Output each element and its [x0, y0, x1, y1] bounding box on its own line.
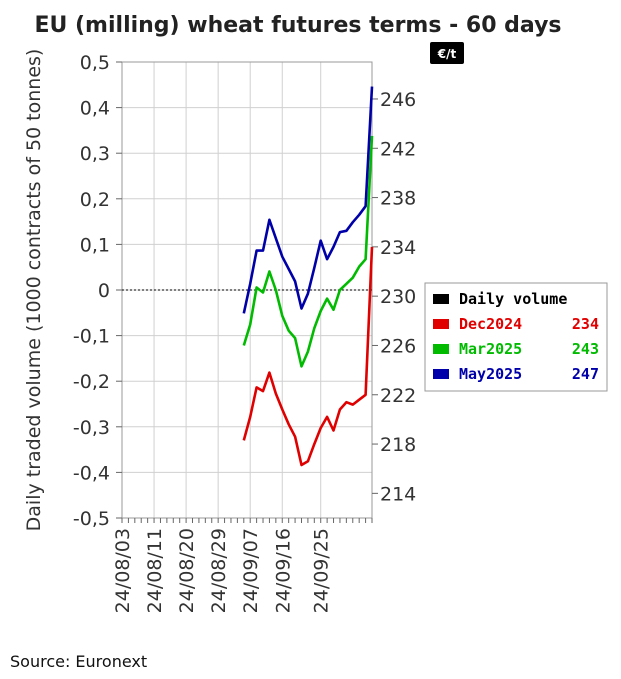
x-tick-label: 24/08/29 — [208, 528, 230, 613]
x-tick-label: 24/09/16 — [272, 528, 294, 613]
y-axis-title: Daily traded volume (1000 contracts of 5… — [23, 49, 45, 532]
legend: Daily volume Dec2024 234 Mar2025 243 May2025 2… — [424, 282, 608, 392]
series-line-mar2025 — [242, 135, 374, 368]
y2-tick-label: 234 — [380, 237, 416, 259]
y-tick-label: 0,4 — [80, 98, 110, 120]
x-tick-label: 24/08/11 — [144, 528, 166, 613]
legend-box — [424, 282, 608, 392]
unit-badge: €/t — [430, 42, 464, 64]
legend-value: 243 — [572, 340, 599, 358]
y-tick-label: 0,2 — [80, 189, 110, 211]
y2-tick-label: 242 — [380, 138, 416, 160]
y-tick-label: -0,5 — [73, 508, 110, 530]
series-line-dec2024 — [242, 246, 374, 467]
x-tick-label: 24/09/07 — [240, 528, 262, 613]
y2-tick-label: 230 — [380, 286, 416, 308]
legend-value: 234 — [572, 315, 599, 333]
y-tick-label: 0 — [98, 280, 110, 302]
x-tick-label: 24/08/03 — [112, 528, 134, 613]
y2-tick-label: 238 — [380, 188, 416, 210]
legend-label: Dec2024 — [459, 315, 522, 333]
legend-swatch — [433, 369, 449, 379]
plot-area: 0,5 0,4 0,3 0,2 0,1 0 -0,1 -0,2 -0,3 -0,4 -0,5 246 2… — [73, 52, 416, 613]
y-tick-label: 0,3 — [80, 143, 110, 165]
legend-label: May2025 — [459, 365, 522, 383]
y2-tick-label: 222 — [380, 385, 416, 407]
y2-tick-label: 226 — [380, 335, 416, 357]
legend-swatch — [433, 344, 449, 354]
y2-tick-label: 246 — [380, 89, 416, 111]
source-note: Source: Euronext — [10, 652, 148, 671]
y-tick-label: -0,4 — [73, 462, 110, 484]
legend-value: 247 — [572, 365, 599, 383]
legend-label: Daily volume — [459, 290, 567, 308]
unit-label: €/t — [437, 47, 457, 61]
x-tick-label: 24/08/20 — [176, 528, 198, 613]
y2-tick-label: 218 — [380, 434, 416, 456]
legend-swatch — [433, 319, 449, 329]
y-tick-label: -0,1 — [73, 326, 110, 348]
y-tick-label: 0,5 — [80, 52, 110, 74]
y2-tick-label: 214 — [380, 483, 416, 505]
legend-swatch — [433, 294, 449, 304]
series-line-may2025 — [242, 86, 374, 314]
chart-title: EU (milling) wheat futures terms - 60 da… — [34, 13, 561, 38]
legend-label: Mar2025 — [459, 340, 522, 358]
y-tick-label: 0,1 — [80, 234, 110, 256]
y-tick-label: -0,2 — [73, 371, 110, 393]
y-tick-label: -0,3 — [73, 417, 110, 439]
x-tick-label: 24/09/25 — [311, 528, 333, 613]
